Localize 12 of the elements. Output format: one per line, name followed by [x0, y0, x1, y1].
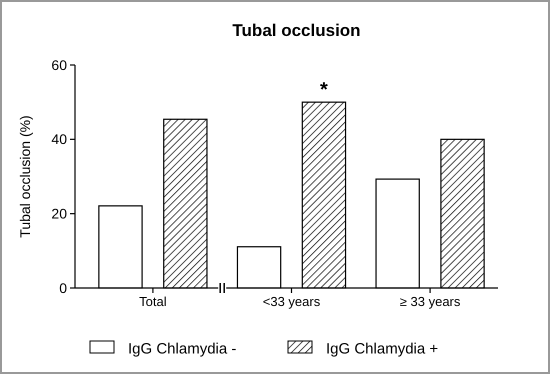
y-tick-label: 40: [51, 131, 68, 148]
y-tick-label: 0: [59, 280, 68, 296]
chart-title: Tubal occlusion: [232, 21, 361, 40]
legend-label: IgG Chlamydia +: [326, 340, 438, 358]
x-tick-label: ≥ 33 years: [400, 294, 461, 309]
legend-label: IgG Chlamydia -: [128, 340, 236, 358]
y-axis-title: Tubal occlusion (%): [17, 115, 33, 238]
x-tick-label: Total: [139, 294, 167, 309]
annotation: *: [320, 79, 328, 102]
y-tick-label: 60: [51, 56, 68, 73]
y-tick-label: 20: [51, 206, 68, 222]
x-tick-label: <33 years: [262, 294, 321, 309]
